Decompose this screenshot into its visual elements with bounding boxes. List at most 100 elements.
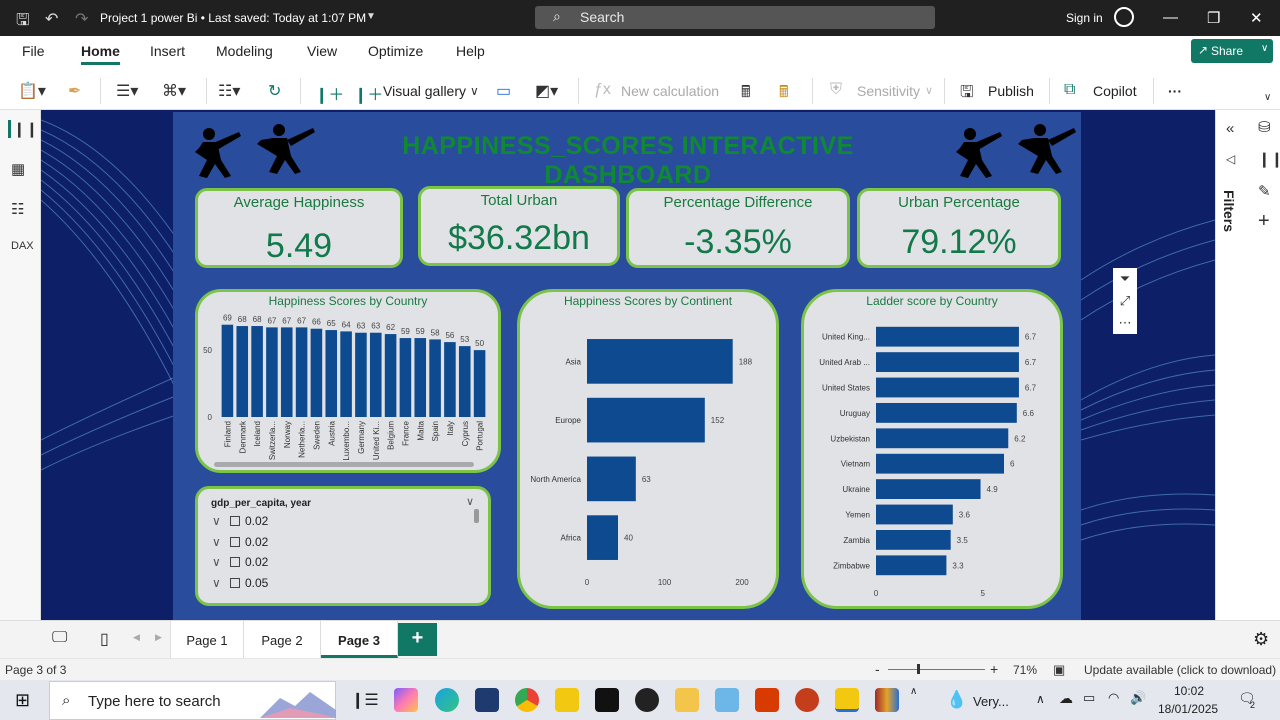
slicer-item[interactable]: ∨ 0.02 — [212, 514, 268, 528]
paste-icon[interactable]: 📋▾ — [18, 83, 46, 100]
menu-optimize[interactable]: Optimize — [368, 43, 424, 59]
volume-icon[interactable]: 🔊 — [1130, 690, 1147, 705]
powerbi-active-app-icon[interactable] — [835, 688, 859, 712]
powerbi-app-icon[interactable] — [555, 688, 579, 712]
table-view-icon[interactable]: ☷▾ — [218, 83, 241, 100]
next-page-icon[interactable]: ▶ — [155, 632, 162, 642]
restore-icon[interactable]: ❐ — [1207, 10, 1221, 27]
minimize-icon[interactable]: — — [1163, 9, 1178, 26]
sign-in-link[interactable]: Sign in — [1066, 11, 1103, 25]
powerpoint-app-icon[interactable] — [795, 688, 819, 712]
visual-gallery-button[interactable]: Visual gallery — [383, 83, 467, 99]
copilot-button[interactable]: Copilot — [1093, 83, 1137, 99]
share-button[interactable]: ↗ Share ∨ — [1191, 39, 1273, 63]
checkbox[interactable] — [230, 578, 240, 588]
chevron-down-icon[interactable]: ∨ — [212, 535, 221, 549]
chart-happiness-by-continent[interactable]: Happiness Scores by Continent 188 Asia 152… — [517, 289, 779, 609]
chevron-up-icon[interactable]: ∧ — [910, 686, 918, 697]
table-view-icon[interactable]: ▦ — [11, 161, 26, 178]
collapse-panes-icon[interactable]: « — [1226, 120, 1235, 137]
tab-page-3[interactable]: Page 3 — [321, 621, 398, 658]
slicer-scrollbar[interactable] — [474, 509, 479, 523]
model-view-icon[interactable]: ☷ — [11, 201, 25, 218]
slicer-item[interactable]: ∨ 0.05 — [212, 576, 268, 590]
slicer-gdp-year[interactable]: gdp_per_capita, year ∨ ∨ 0.02 ∨ 0.02 ∨ 0.02… — [195, 486, 491, 606]
menu-modeling[interactable]: Modeling — [216, 43, 273, 59]
mobile-layout-icon[interactable]: ▯ — [100, 631, 109, 648]
chart-happiness-by-country[interactable]: Happiness Scores by Country 0 50 69 Finland… — [195, 289, 501, 473]
chevron-down-icon[interactable]: ∨ — [212, 514, 221, 528]
task-view-icon[interactable]: ❙☰ — [351, 692, 379, 709]
focus-mode-icon[interactable]: ⤢ — [1113, 290, 1137, 312]
add-page-button[interactable]: + — [398, 623, 437, 656]
kpi-average-happiness[interactable]: Average Happiness 5.49 — [195, 188, 403, 268]
windows-start-icon[interactable]: ⊞ — [15, 690, 31, 710]
prev-page-icon[interactable]: ◀ — [133, 632, 140, 642]
more-visuals-icon[interactable]: ◩▾ — [535, 83, 559, 100]
taskbar-search[interactable]: ⌕ Type here to search — [49, 681, 336, 720]
chevron-down-icon[interactable]: ▼ — [366, 11, 376, 22]
new-visual-icon[interactable]: ❙＋ — [315, 87, 345, 104]
copilot-app-icon[interactable] — [394, 688, 418, 712]
notifications-icon[interactable]: 🗨 — [1238, 690, 1256, 706]
update-available-link[interactable]: Update available (click to download) — [1084, 663, 1277, 677]
menu-insert[interactable]: Insert — [150, 43, 186, 59]
copilot-icon[interactable]: ⧉ — [1064, 81, 1076, 98]
kpi-urban-percentage[interactable]: Urban Percentage 79.12% — [857, 188, 1061, 268]
build-visual-icon[interactable]: ❙❙ — [1258, 151, 1280, 168]
format-visual-icon[interactable]: ✎ — [1258, 183, 1271, 200]
chevron-down-icon[interactable]: ∨ — [466, 496, 475, 508]
tab-page-1[interactable]: Page 1 — [170, 621, 244, 658]
document-title[interactable]: Project 1 power Bi • Last saved: Today a… — [100, 11, 367, 25]
winrar-app-icon[interactable] — [875, 688, 899, 712]
chevron-up-icon[interactable]: ∧ — [1036, 692, 1045, 706]
publish-icon[interactable]: 🖫 — [960, 84, 974, 101]
dax-query-icon[interactable]: DAX — [11, 240, 34, 252]
publish-button[interactable]: Publish — [988, 83, 1034, 99]
fit-to-page-icon[interactable]: ▣ — [1053, 662, 1066, 677]
get-data-icon[interactable]: ☰▾ — [116, 83, 139, 100]
zoom-in-icon[interactable]: + — [990, 661, 999, 677]
menu-file[interactable]: File — [22, 43, 45, 59]
visual-gallery-icon[interactable]: ❙＋ — [354, 87, 384, 104]
chrome-app-icon[interactable] — [515, 688, 539, 712]
desktop-layout-icon[interactable]: 🖵 — [52, 629, 68, 646]
close-icon[interactable]: ✕ — [1250, 10, 1263, 27]
chevron-down-icon[interactable]: ∨ — [470, 84, 479, 98]
weather-text[interactable]: Very... — [973, 694, 1009, 709]
zoom-out-icon[interactable]: - — [875, 661, 880, 677]
acrobat-app-icon[interactable] — [755, 688, 779, 712]
zoom-level[interactable]: 71% — [1013, 663, 1038, 677]
undo-icon[interactable]: ↶ — [45, 11, 59, 28]
filter-pane-icon[interactable]: ◁ — [1226, 152, 1236, 166]
quick-measure-icon[interactable]: 🖩 — [779, 84, 789, 101]
filter-icon[interactable]: ⏷ — [1113, 268, 1137, 290]
edge-app-icon[interactable] — [435, 688, 459, 712]
menu-help[interactable]: Help — [456, 43, 485, 59]
calculator-icon[interactable]: 🖩 — [741, 84, 751, 101]
data-icon[interactable]: ⛁ — [1258, 119, 1271, 136]
kpi-percentage-difference[interactable]: Percentage Difference -3.35% — [626, 188, 850, 268]
file-explorer-icon[interactable] — [675, 688, 699, 712]
tab-page-2[interactable]: Page 2 — [244, 621, 321, 658]
checkbox[interactable] — [230, 557, 240, 567]
chart-ladder-score-by-country[interactable]: Ladder score by Country 6.7 United King..… — [801, 289, 1063, 609]
menu-view[interactable]: View — [307, 43, 338, 59]
notes-app-icon[interactable] — [715, 688, 739, 712]
format-painter-icon[interactable]: ✒ — [68, 83, 82, 100]
add-pane-icon[interactable]: + — [1258, 210, 1270, 232]
onedrive-icon[interactable]: ☁ — [1059, 690, 1073, 706]
report-view-icon[interactable]: ❙❙ — [8, 120, 38, 138]
account-icon[interactable] — [1114, 7, 1134, 27]
kpi-total-urban[interactable]: Total Urban $36.32bn — [418, 186, 620, 266]
transform-data-icon[interactable]: ⌘▾ — [162, 83, 187, 100]
settings-gear-icon[interactable]: ⚙ — [1253, 629, 1270, 649]
battery-icon[interactable]: ▭ — [1083, 690, 1096, 705]
more-options-icon[interactable]: ⋯ — [1113, 312, 1137, 334]
chevron-down-icon[interactable]: ∨ — [212, 576, 221, 590]
more-options-button[interactable]: ··· — [1168, 83, 1182, 99]
wifi-icon[interactable]: ◠ — [1108, 690, 1120, 705]
clock-time[interactable]: 10:02 — [1174, 684, 1205, 698]
zoom-slider-thumb[interactable] — [917, 664, 920, 674]
smr-app-icon[interactable] — [595, 688, 619, 712]
